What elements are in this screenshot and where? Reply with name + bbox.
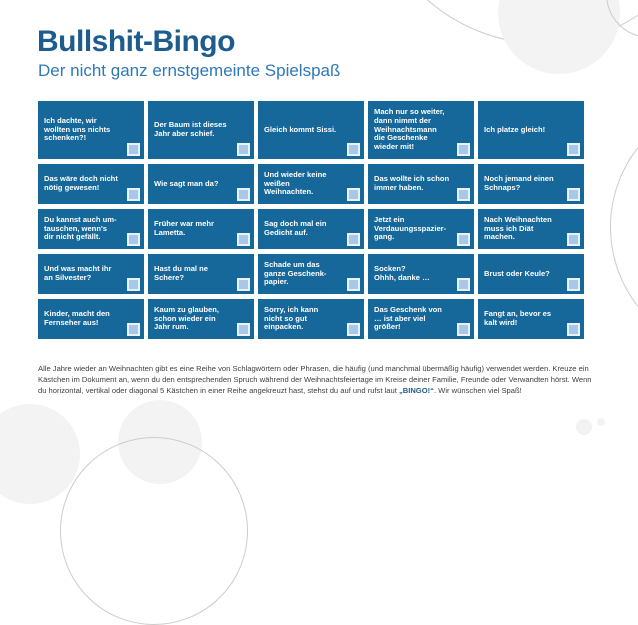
bingo-checkbox[interactable] [457,143,470,156]
bingo-cell: Der Baum ist dieses Jahr aber schief. [148,101,254,159]
bingo-checkbox[interactable] [347,143,360,156]
bingo-cell-text: Sorry, ich kann nicht so gut einpacken. [264,304,319,332]
bingo-cell: Du kannst auch um- tauschen, wenn's dir … [38,209,144,249]
bingo-cell: Brust oder Keule? [478,254,584,294]
bingo-checkbox[interactable] [567,143,580,156]
bingo-checkbox[interactable] [567,188,580,201]
bingo-cell-text: Mach nur so weiter, dann nimmt der Weihn… [374,106,445,152]
bingo-cell-text: Und was macht ihr an Silvester? [44,264,112,282]
bingo-checkbox[interactable] [127,233,140,246]
bingo-cell: Ich platze gleich! [478,101,584,159]
bingo-cell: Ich dachte, wir wollten uns nichts schen… [38,101,144,159]
bingo-cell-text: Wie sagt man da? [154,178,219,188]
bingo-grid: Ich dachte, wir wollten uns nichts schen… [38,101,584,339]
bingo-cell: Fangt an, bevor es kalt wird! [478,299,584,339]
bingo-cell: Sorry, ich kann nicht so gut einpacken. [258,299,364,339]
bingo-checkbox[interactable] [457,188,470,201]
page-subtitle: Der nicht ganz ernstgemeinte Spielspaß [38,61,341,80]
bingo-cell: Schade um das ganze Geschenk- papier. [258,254,364,294]
bingo-checkbox[interactable] [347,188,360,201]
bingo-cell: Kaum zu glauben, schon wieder ein Jahr r… [148,299,254,339]
bingo-checkbox[interactable] [237,233,250,246]
decorative-circle [597,418,605,426]
bingo-cell-text: Schade um das ganze Geschenk- papier. [264,259,327,287]
bingo-checkbox[interactable] [567,278,580,291]
bingo-checkbox[interactable] [127,143,140,156]
bingo-cell: Früher war mehr Lametta. [148,209,254,249]
bingo-checkbox[interactable] [457,233,470,246]
bingo-cell-text: Fangt an, bevor es kalt wird! [484,309,552,327]
bingo-cell: Sag doch mal ein Gedicht auf. [258,209,364,249]
bingo-checkbox[interactable] [567,323,580,336]
bingo-checkbox[interactable] [237,278,250,291]
bingo-cell-text: Das wollte ich schon immer haben. [374,174,450,192]
bingo-cell: Das Geschenk von … ist aber viel größer! [368,299,474,339]
bingo-cell: Gleich kommt Sissi. [258,101,364,159]
bingo-cell-text: Kaum zu glauben, schon wieder ein Jahr r… [154,304,219,332]
bingo-cell: Das wäre doch nicht nötig gewesen! [38,164,144,204]
bingo-cell: Jetzt ein Verdauungsspazier- gang. [368,209,474,249]
bingo-cell: Und wieder keine weißen Weihnachten. [258,164,364,204]
decorative-circle-outline [610,98,638,356]
instructions-text: Alle Jahre wieder an Weihnachten gibt es… [38,363,600,396]
bingo-cell: Hast du mal ne Schere? [148,254,254,294]
bingo-cell-text: Kinder, macht den Fernseher aus! [44,309,110,327]
bingo-cell: Nach Weihnachten muss ich Diät machen. [478,209,584,249]
bingo-cell: Noch jemand einen Schnaps? [478,164,584,204]
bingo-cell-text: Jetzt ein Verdauungsspazier- gang. [374,214,447,242]
decorative-circle [498,0,620,74]
bingo-cell: Socken? Ohhh, danke … [368,254,474,294]
bingo-cell-text: Brust oder Keule? [484,268,550,278]
bingo-cell-text: Gleich kommt Sissi. [264,124,337,134]
bingo-cell-text: Hast du mal ne Schere? [154,264,209,282]
bingo-cell-text: Nach Weihnachten muss ich Diät machen. [484,214,552,242]
bingo-cell-text: Der Baum ist dieses Jahr aber schief. [154,120,227,138]
bingo-cell-text: Sag doch mal ein Gedicht auf. [264,219,327,237]
bingo-cell-text: Ich platze gleich! [484,124,546,134]
bingo-cell: Wie sagt man da? [148,164,254,204]
bingo-cell-text: Noch jemand einen Schnaps? [484,174,554,192]
bingo-cell-text: Und wieder keine weißen Weihnachten. [264,169,327,197]
decorative-circle [0,404,80,504]
bingo-checkbox[interactable] [237,323,250,336]
decorative-circle [576,419,592,435]
bingo-cell: Mach nur so weiter, dann nimmt der Weihn… [368,101,474,159]
bingo-cell-text: Du kannst auch um- tauschen, wenn's dir … [44,214,117,242]
bingo-checkbox[interactable] [567,233,580,246]
bingo-cell: Kinder, macht den Fernseher aus! [38,299,144,339]
bingo-checkbox[interactable] [237,143,250,156]
bingo-cell: Und was macht ihr an Silvester? [38,254,144,294]
decorative-circle-outline [60,437,248,625]
bingo-cell-text: Das Geschenk von … ist aber viel größer! [374,304,442,332]
bingo-checkbox[interactable] [347,233,360,246]
bingo-checkbox[interactable] [127,188,140,201]
bingo-checkbox[interactable] [127,323,140,336]
instructions-text-after: . Wir wünschen viel Spaß! [433,385,522,395]
bingo-checkbox[interactable] [457,323,470,336]
bingo-checkbox[interactable] [237,188,250,201]
bingo-cell-text: Früher war mehr Lametta. [154,219,214,237]
page-title: Bullshit-Bingo [37,25,235,58]
bingo-cell: Das wollte ich schon immer haben. [368,164,474,204]
bingo-checkbox[interactable] [457,278,470,291]
bingo-checkbox[interactable] [347,323,360,336]
bingo-cell-text: Ich dachte, wir wollten uns nichts schen… [44,115,111,143]
bingo-cell-text: Das wäre doch nicht nötig gewesen! [44,174,118,192]
instructions-text-before: Alle Jahre wieder an Weihnachten gibt es… [38,363,592,395]
bingo-checkbox[interactable] [127,278,140,291]
bingo-highlight: „BINGO!“ [398,385,434,395]
bingo-cell-text: Socken? Ohhh, danke … [374,264,430,282]
bingo-checkbox[interactable] [347,278,360,291]
